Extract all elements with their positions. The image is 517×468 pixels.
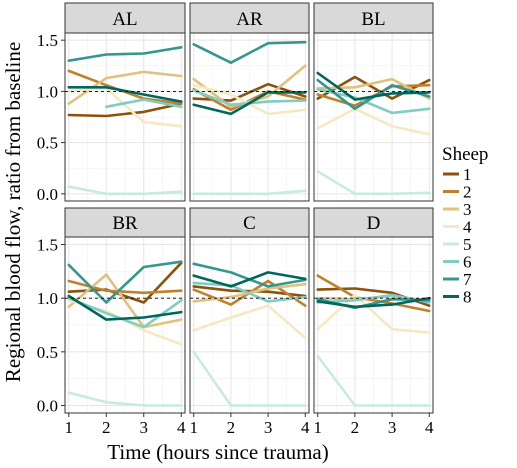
y-tick-label: 0.5	[37, 134, 58, 153]
series-line-8	[316, 71, 431, 101]
panel-border	[64, 32, 186, 202]
panel-strip-label: BL	[361, 9, 385, 30]
series-line-8	[192, 91, 307, 116]
x-tick-label: 2	[102, 418, 111, 437]
panel-border	[313, 236, 434, 414]
panel-br: BR 0.0 0.5 1.0 1.5 1 2 3 4	[37, 207, 186, 437]
y-tick-label: 1.5	[37, 236, 58, 255]
x-tick-label: 4	[425, 418, 434, 437]
panel-strip-label: D	[367, 213, 381, 234]
x-tick-label: 4	[177, 418, 186, 437]
series-line-4	[67, 87, 183, 128]
series-line-1	[67, 102, 183, 118]
panel-c: C 1 2 3 4	[189, 207, 310, 437]
legend-label-3: 3	[463, 200, 472, 219]
series-line-8	[316, 296, 431, 309]
legend-label-4: 4	[463, 218, 472, 237]
legend-label-6: 6	[463, 253, 472, 272]
series-line-4	[316, 293, 431, 334]
series-line-2	[67, 279, 183, 295]
series-line-6	[192, 281, 307, 303]
panel-strip	[313, 2, 434, 34]
panel-strip-label: C	[243, 213, 256, 234]
panel-ar: AR	[189, 2, 310, 202]
x-tick-label: 1	[65, 418, 74, 437]
series-line-8	[67, 86, 183, 103]
series-line-5	[316, 354, 431, 407]
panel-strip-label: AL	[112, 9, 137, 30]
series-line-5	[67, 391, 183, 407]
panel-border	[189, 32, 310, 202]
y-axis-label: Regional blood flow, ratio from baseline	[1, 42, 25, 382]
series-line-8	[67, 294, 183, 321]
x-tick-label: 1	[189, 418, 198, 437]
x-tick-label: 1	[313, 418, 322, 437]
legend-label-8: 8	[463, 288, 472, 307]
x-tick-label: 2	[351, 418, 360, 437]
panel-strip	[313, 207, 434, 238]
series-line-2	[316, 274, 431, 313]
y-tick-label: 1.0	[37, 289, 58, 308]
x-tick-label: 4	[301, 418, 310, 437]
panel-strip-label: AR	[236, 9, 263, 30]
series-line-5	[316, 170, 431, 196]
panel-bl: BL	[313, 2, 434, 202]
series-line-5	[67, 185, 183, 196]
panel-d: D 1 2 3 4	[313, 207, 434, 437]
legend-label-7: 7	[463, 270, 472, 289]
panel-strip	[189, 2, 310, 34]
panel-strip	[64, 207, 186, 238]
panels: AL 0.0 0.5 1.0 1.5 AR BL BR 0.0 0.5 1.0 1.5 1 2 3 4 C 1 2 3…	[37, 2, 434, 437]
panel-border	[313, 32, 434, 202]
x-tick-label: 3	[264, 418, 273, 437]
panel-strip	[64, 2, 186, 34]
x-tick-label: 3	[388, 418, 397, 437]
series-line-8	[192, 271, 307, 288]
series-line-7	[67, 260, 183, 304]
x-axis-label: Time (hours since trauma)	[107, 440, 328, 464]
series-line-7	[192, 40, 307, 65]
series-line-7	[67, 45, 183, 63]
series-line-3	[67, 273, 183, 329]
panel-al: AL 0.0 0.5 1.0 1.5	[37, 2, 186, 204]
y-tick-label: 0.0	[37, 396, 58, 415]
x-tick-label: 3	[140, 418, 149, 437]
series-line-6	[105, 98, 183, 109]
legend-label-2: 2	[463, 183, 472, 202]
legend-label-5: 5	[463, 235, 472, 254]
y-tick-label: 0.5	[37, 343, 58, 362]
series-line-4	[316, 107, 431, 136]
legend-title: Sheep	[442, 144, 488, 165]
series-line-4	[192, 304, 307, 340]
panel-border	[189, 236, 310, 414]
y-tick-label: 0.0	[37, 185, 58, 204]
panel-strip-label: BR	[112, 213, 138, 234]
y-tick-label: 1.0	[37, 82, 58, 101]
series-line-5	[192, 350, 307, 407]
y-tick-label: 1.5	[37, 31, 58, 50]
panel-border	[64, 236, 186, 414]
legend-label-1: 1	[463, 165, 472, 184]
series-line-5	[192, 189, 307, 196]
x-tick-label: 2	[227, 418, 236, 437]
